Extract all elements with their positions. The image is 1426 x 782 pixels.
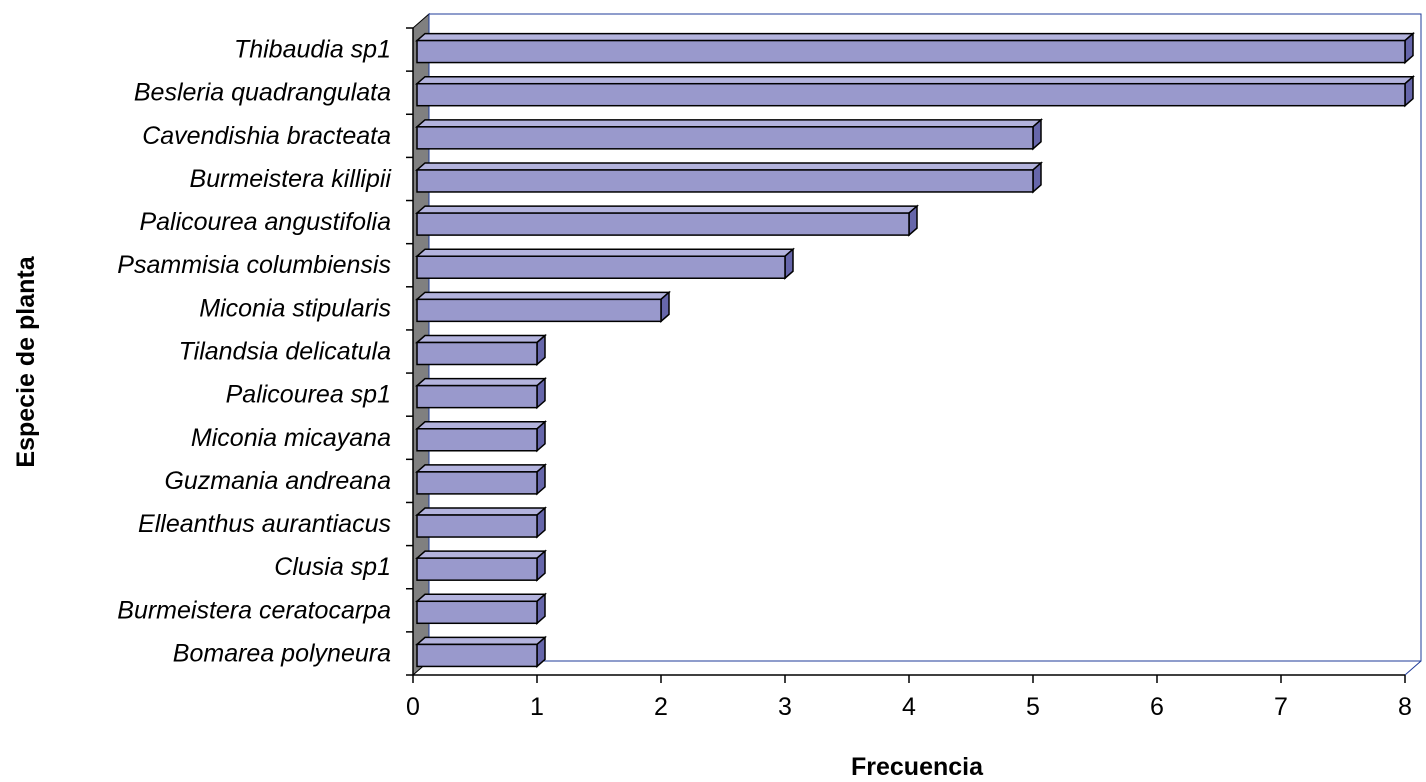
- bar-top: [415, 248, 795, 257]
- x-tick-label: 0: [406, 693, 420, 721]
- bar: [415, 463, 547, 496]
- bar: [415, 376, 547, 410]
- plot-frame: [406, 12, 1422, 677]
- x-tick-label: 2: [654, 693, 668, 721]
- bar: [415, 420, 547, 453]
- bar: [415, 592, 547, 625]
- category-label: Besleria quadrangulata: [134, 79, 391, 107]
- category-label: Bomarea polyneura: [173, 639, 391, 667]
- x-tick-label: 1: [530, 693, 544, 721]
- category-label: Palicourea angustifolia: [139, 208, 391, 236]
- category-labels: Thibaudia sp1 Besleria quadrangulata Caven…: [117, 36, 392, 668]
- bar-front: [416, 384, 538, 409]
- category-label: Elleanthus aurantiacus: [138, 510, 391, 538]
- x-tick-labels: 0 1 2 3 4 5 6 7 8: [406, 675, 1412, 721]
- category-label: Tilandsia delicatula: [179, 338, 391, 366]
- bar-front: [416, 514, 538, 538]
- bar-front: [416, 557, 538, 581]
- bar-front: [416, 428, 538, 452]
- bar-top: [415, 162, 1043, 171]
- bar-top: [415, 421, 547, 430]
- bar-top: [415, 464, 547, 473]
- bar-top: [415, 377, 547, 387]
- category-label: Thibaudia sp1: [234, 36, 391, 64]
- x-axis-title: Frecuencia: [851, 753, 984, 781]
- bar-top: [415, 636, 547, 646]
- bar-front: [416, 600, 538, 625]
- bar: [415, 635, 547, 669]
- bar-front: [416, 255, 786, 279]
- category-label: Burmeistera killipii: [190, 165, 393, 193]
- bar: [415, 549, 547, 582]
- category-label: Palicourea sp1: [226, 381, 391, 409]
- bar-top: [415, 205, 919, 214]
- bar-top: [415, 334, 547, 344]
- bar-top: [415, 32, 1415, 42]
- bar-top: [415, 593, 547, 603]
- category-label: Burmeistera ceratocarpa: [117, 596, 391, 624]
- x-tick-label: 5: [1026, 693, 1040, 721]
- category-label: Miconia micayana: [191, 424, 391, 452]
- bar-top: [415, 507, 547, 516]
- bar: [415, 290, 671, 324]
- bar-front: [416, 298, 662, 323]
- bar-top: [415, 119, 1043, 128]
- category-label: Psammisia columbiensis: [117, 251, 391, 279]
- category-label: Miconia stipularis: [199, 294, 391, 322]
- category-label: Guzmania andreana: [164, 467, 391, 495]
- x-tick-label: 3: [778, 693, 792, 721]
- bar: [415, 333, 547, 367]
- bar-front: [416, 169, 1034, 193]
- y-axis-title: Especie de planta: [12, 255, 40, 467]
- bar: [415, 118, 1043, 151]
- bar-front: [416, 643, 538, 668]
- bar-front: [416, 471, 538, 495]
- back-wall: [428, 13, 1422, 662]
- bar-top: [415, 550, 547, 559]
- bar: [415, 506, 547, 539]
- bar: [415, 247, 795, 280]
- category-label: Clusia sp1: [274, 553, 391, 581]
- bar-top: [415, 75, 1415, 85]
- bar: [415, 204, 919, 237]
- floor-edge: [1404, 660, 1422, 676]
- bar: [415, 161, 1043, 194]
- x-tick-label: 4: [902, 693, 916, 721]
- bar-front: [416, 82, 1406, 107]
- bar-front: [416, 212, 910, 236]
- bar-front: [416, 126, 1034, 150]
- bar: [415, 31, 1415, 65]
- category-label: Cavendishia bracteata: [142, 122, 391, 150]
- bars: [415, 31, 1415, 669]
- x-tick-label: 8: [1398, 693, 1412, 721]
- x-tick-label: 7: [1274, 693, 1288, 721]
- bar: [415, 75, 1415, 108]
- x-tick-label: 6: [1150, 693, 1164, 721]
- bar-front: [416, 39, 1406, 64]
- bar-top: [415, 291, 671, 301]
- bar-front: [416, 341, 538, 366]
